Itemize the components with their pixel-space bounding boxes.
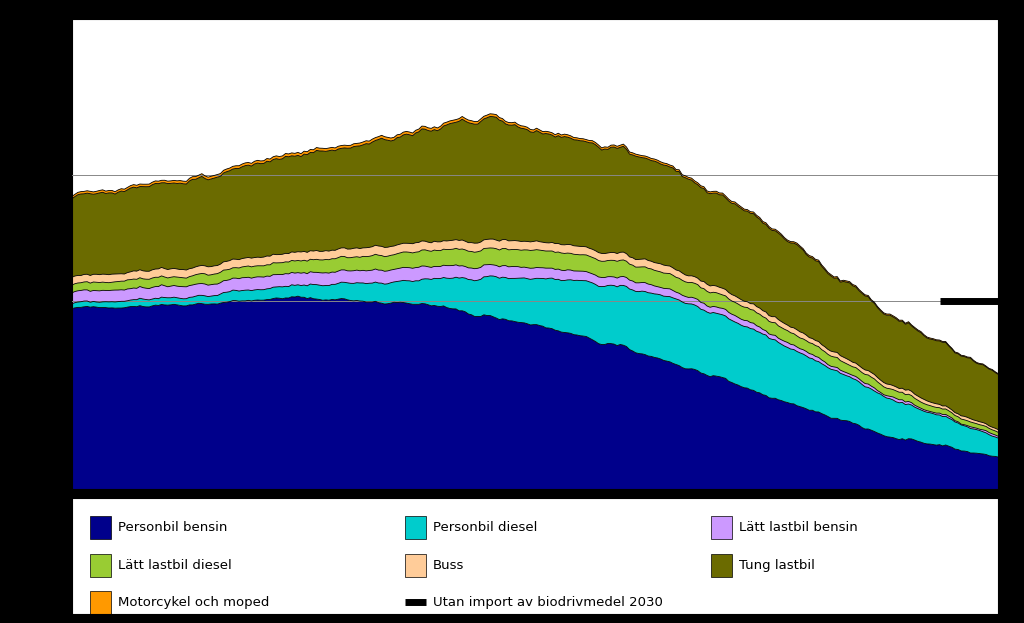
Bar [406,554,426,577]
Text: Motorcykel och moped: Motorcykel och moped [118,596,269,609]
Bar [90,591,111,614]
Text: Utan import av biodrivmedel 2030: Utan import av biodrivmedel 2030 [433,596,663,609]
Text: Tung lastbil: Tung lastbil [739,559,815,572]
Text: Lätt lastbil diesel: Lätt lastbil diesel [118,559,231,572]
Bar [90,516,111,539]
Text: Personbil diesel: Personbil diesel [433,521,538,534]
Text: Buss: Buss [433,559,465,572]
Bar [711,516,731,539]
Bar [406,516,426,539]
Bar [711,554,731,577]
Bar [90,554,111,577]
Text: Lätt lastbil bensin: Lätt lastbil bensin [739,521,858,534]
Text: Personbil bensin: Personbil bensin [118,521,227,534]
